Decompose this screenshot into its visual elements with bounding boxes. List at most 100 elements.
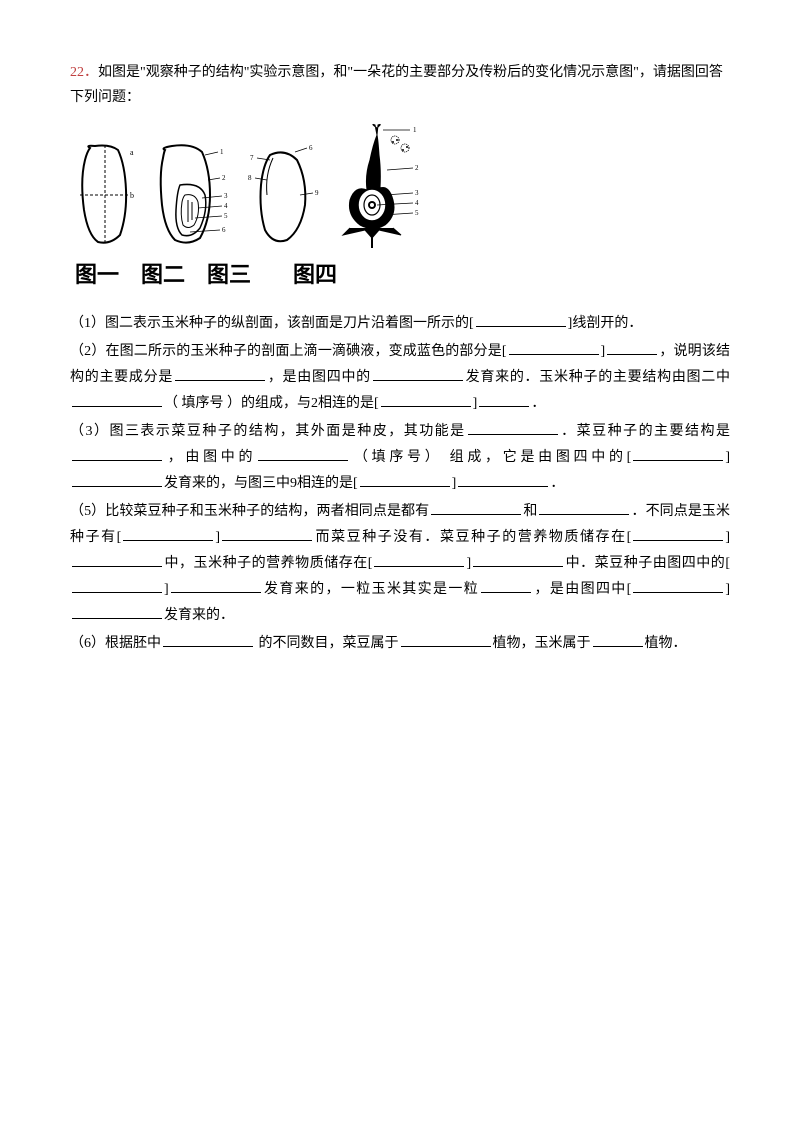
- figure-labels-row: 图一 图二 图三 图四: [70, 255, 730, 295]
- blank: [72, 576, 162, 593]
- figure-2: 1 2 3 4 5 6: [150, 140, 235, 250]
- blank: [171, 576, 261, 593]
- p3-c: ，由图中的: [164, 450, 256, 465]
- p6-c: 植物，玉米属于: [493, 636, 591, 651]
- blank: [479, 390, 529, 407]
- blank: [123, 524, 213, 541]
- svg-text:6: 6: [222, 226, 226, 234]
- p2-f: （ 填序号 ）的组成，与2相连的是[: [164, 396, 379, 411]
- figure-1: a b: [70, 140, 140, 250]
- svg-text:1: 1: [413, 126, 417, 134]
- p2-h: ．: [531, 396, 545, 411]
- blank: [431, 498, 521, 515]
- p5-k: 发育来的，一粒玉米其实是一粒: [263, 582, 479, 597]
- blank: [222, 524, 312, 541]
- p3-a: （3）图三表示菜豆种子的结构，其外面是种皮，其功能是: [70, 424, 466, 439]
- p5-e: 而菜豆种子没有．菜豆种子的营养物质储存在[: [314, 530, 631, 545]
- p5-d: ]: [215, 530, 220, 545]
- question-number: 22．: [70, 65, 98, 80]
- p2-b: ]: [601, 344, 606, 359]
- figure-4: 1 2 3 4 5: [335, 120, 445, 250]
- p3-e: ]: [725, 450, 730, 465]
- blank: [175, 364, 265, 381]
- question-intro: 如图是"观察种子的结构"实验示意图，和"一朵花的主要部分及传粉后的变化情况示意图…: [70, 65, 723, 105]
- part-5: （5）比较菜豆种子和玉米种子的结构，两者相同点是都有和．不同点是玉米种子有[]而…: [70, 498, 730, 628]
- p5-g: 中，玉米种子的营养物质储存在[: [164, 556, 372, 571]
- blank: [509, 338, 599, 355]
- p2-g: ]: [473, 396, 478, 411]
- blank: [381, 390, 471, 407]
- blank: [476, 310, 566, 327]
- blank: [401, 630, 491, 647]
- part-6: （6）根据胚中 的不同数目，菜豆属于植物，玉米属于植物．: [70, 630, 730, 656]
- corn-seed-svg: 1 2 3 4 5 6: [150, 140, 235, 250]
- figure-label-4: 图四: [293, 255, 337, 295]
- part-2: （2）在图二所示的玉米种子的剖面上滴一滴碘液，变成蓝色的部分是[]，说明该结构的…: [70, 338, 730, 416]
- svg-text:b: b: [130, 191, 134, 200]
- figure-label-2: 图二: [141, 255, 185, 295]
- p3-b: ．菜豆种子的主要结构是: [560, 424, 730, 439]
- p5-h: ]: [466, 556, 471, 571]
- blank: [163, 630, 253, 647]
- p5-f: ]: [725, 530, 730, 545]
- blank: [72, 390, 162, 407]
- svg-text:8: 8: [248, 174, 252, 182]
- svg-text:3: 3: [415, 189, 419, 197]
- p5-m: ]: [725, 582, 730, 597]
- p5-n: 发育来的．: [164, 608, 234, 623]
- blank: [374, 550, 464, 567]
- p5-i: 中．菜豆种子由图四中的[: [565, 556, 730, 571]
- blank: [607, 338, 657, 355]
- p6-b: 的不同数目，菜豆属于: [255, 636, 399, 651]
- blank: [481, 576, 531, 593]
- p2-a: （2）在图二所示的玉米种子的剖面上滴一滴碘液，变成蓝色的部分是[: [70, 344, 507, 359]
- p2-e: 发育来的．玉米种子的主要结构由图二中: [465, 370, 730, 385]
- svg-text:2: 2: [222, 174, 226, 182]
- figures-row: a b 1 2 3 4 5 6: [70, 120, 730, 250]
- blank: [539, 498, 629, 515]
- blank: [72, 602, 162, 619]
- blank: [473, 550, 563, 567]
- svg-text:7: 7: [250, 154, 254, 162]
- blank: [72, 444, 162, 461]
- p3-g: ]: [452, 476, 457, 491]
- svg-text:5: 5: [415, 209, 419, 217]
- figure-label-1: 图一: [75, 255, 119, 295]
- seed-outer-svg: a b: [70, 140, 140, 250]
- flower-svg: 1 2 3 4 5: [335, 120, 445, 250]
- svg-text:1: 1: [220, 148, 224, 156]
- svg-text:3: 3: [224, 192, 228, 200]
- blank: [373, 364, 463, 381]
- svg-text:4: 4: [415, 199, 419, 207]
- svg-text:6: 6: [309, 144, 313, 152]
- p3-d: （填序号） 组成，它是由图四中的[: [350, 450, 631, 465]
- svg-text:5: 5: [224, 212, 228, 220]
- blank: [633, 524, 723, 541]
- p5-l: ，是由图四中[: [533, 582, 631, 597]
- figure-label-3: 图三: [207, 255, 251, 295]
- p6-a: （6）根据胚中: [70, 636, 161, 651]
- p3-f: 发育来的，与图三中9相连的是[: [164, 476, 358, 491]
- p1-suffix: ]线剖开的．: [568, 316, 643, 331]
- p5-b: 和: [523, 504, 537, 519]
- blank: [593, 630, 643, 647]
- blank: [72, 550, 162, 567]
- blank: [72, 470, 162, 487]
- bean-seed-svg: 6 7 8 9: [245, 140, 325, 250]
- svg-text:9: 9: [315, 189, 319, 197]
- blank: [633, 576, 723, 593]
- svg-text:2: 2: [415, 164, 419, 172]
- blank: [633, 444, 723, 461]
- p3-h: ．: [550, 476, 564, 491]
- svg-text:a: a: [130, 148, 134, 157]
- question-header: 22．如图是"观察种子的结构"实验示意图，和"一朵花的主要部分及传粉后的变化情况…: [70, 60, 730, 110]
- blank: [458, 470, 548, 487]
- p1-text: （1）图二表示玉米种子的纵剖面，该剖面是刀片沿着图一所示的[: [70, 316, 474, 331]
- p5-a: （5）比较菜豆种子和玉米种子的结构，两者相同点是都有: [70, 504, 429, 519]
- question-body: （1）图二表示玉米种子的纵剖面，该剖面是刀片沿着图一所示的[ ]线剖开的． （2）…: [70, 310, 730, 656]
- figure-3: 6 7 8 9: [245, 140, 325, 250]
- p5-j: ]: [164, 582, 169, 597]
- part-3: （3）图三表示菜豆种子的结构，其外面是种皮，其功能是 ．菜豆种子的主要结构是 ，由图…: [70, 418, 730, 496]
- p2-d: ，是由图四中的: [267, 370, 371, 385]
- svg-text:4: 4: [224, 202, 228, 210]
